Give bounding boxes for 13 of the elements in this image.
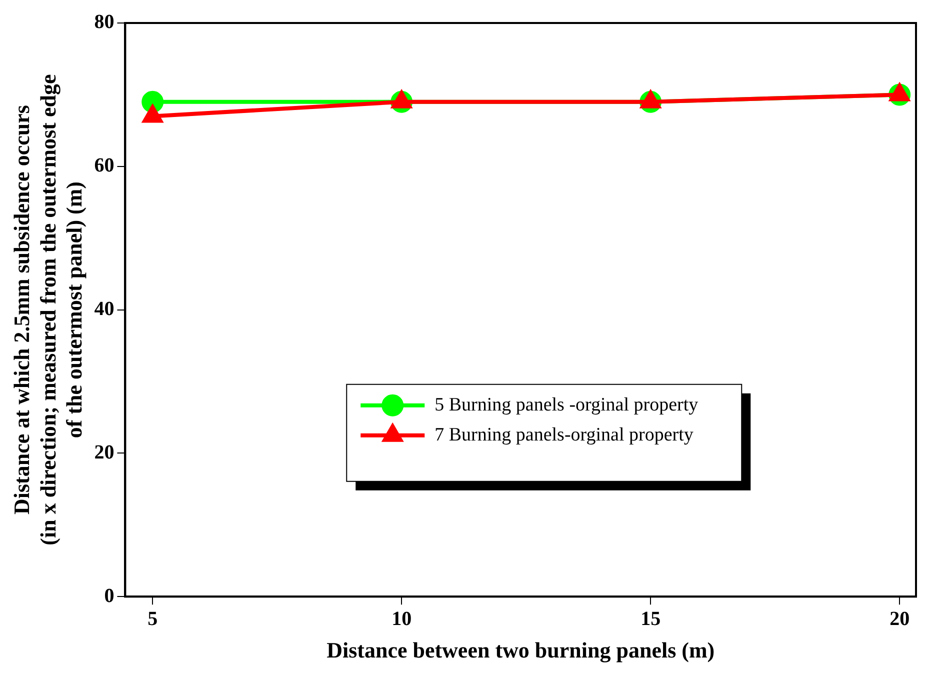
y-tick-label: 80 [94, 11, 114, 34]
y-tick-label: 0 [104, 584, 114, 607]
x-tick-label: 5 [148, 608, 158, 630]
x-tick-label: 10 [392, 608, 412, 630]
x-tick-label: 15 [640, 608, 661, 630]
legend-label: 7 Burning panels-orginal property [434, 424, 694, 446]
y-tick-label: 60 [94, 154, 114, 177]
x-tick-label: 20 [890, 608, 910, 630]
y-tick-label: 20 [94, 441, 114, 464]
x-axis-title: Distance between two burning panels (m) [326, 637, 715, 662]
legend-label: 5 Burning panels -orginal property [434, 394, 699, 416]
y-tick-label: 40 [94, 298, 114, 320]
y-axis-title: Distance at which 2.5mm subsidence occurs (in x direction; measured from the outermost edge of the outermost panel) (m) [8, 74, 87, 546]
